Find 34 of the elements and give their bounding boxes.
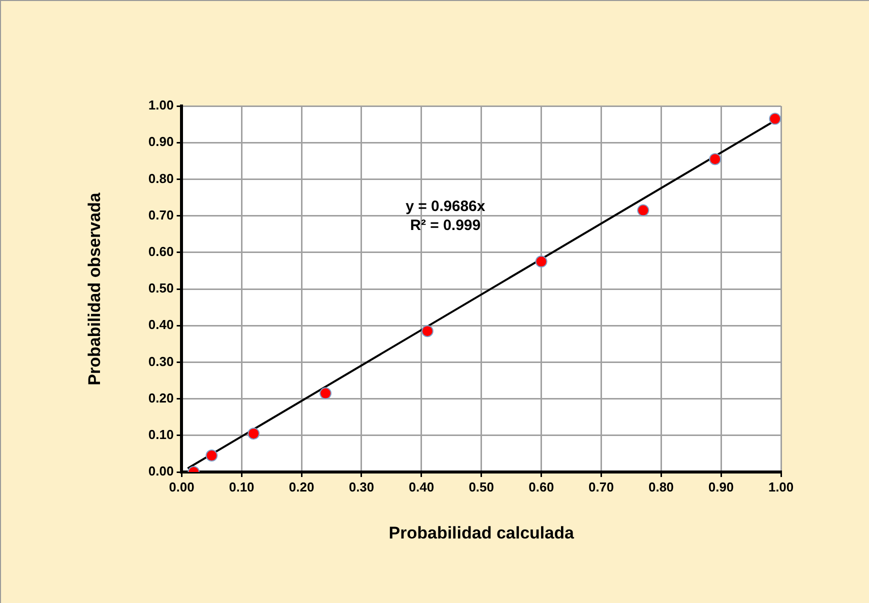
annotation: R² = 0.999 xyxy=(410,216,481,234)
x-tick-label: 0.40 xyxy=(408,479,434,494)
y-tick-label: 0.40 xyxy=(148,317,174,332)
y-tick-label: 0.50 xyxy=(148,280,174,296)
y-tick-label: 0.30 xyxy=(148,354,174,369)
y-tick-label: 0.60 xyxy=(148,244,174,259)
y-tick-label: 1.00 xyxy=(148,98,174,113)
x-tick-label: 0.00 xyxy=(169,479,194,494)
point xyxy=(320,387,332,400)
point xyxy=(206,450,218,462)
annotation: y = 0.9686x xyxy=(406,198,486,215)
point xyxy=(709,153,722,166)
y-tick-label: 0.00 xyxy=(148,464,174,479)
point xyxy=(637,204,650,216)
x-tick-label: 0.50 xyxy=(468,479,494,494)
x-tick-label: 0.30 xyxy=(348,479,374,494)
point xyxy=(248,428,260,440)
y-tick-label: 0.10 xyxy=(148,426,174,442)
y-tick-label: 0.70 xyxy=(148,207,174,222)
y-tick-label: 0.20 xyxy=(148,390,174,406)
y-tick-label: 0.90 xyxy=(148,134,174,150)
point xyxy=(535,256,548,268)
x-tick-label: 0.10 xyxy=(228,479,254,494)
y-tick-label: 0.80 xyxy=(148,170,174,186)
x-tick-label: 0.20 xyxy=(288,479,314,494)
x-tick-label: 1.00 xyxy=(768,479,794,494)
x-tick-label: 0.70 xyxy=(588,479,614,494)
x-tick-label: 0.80 xyxy=(648,479,674,494)
x-tick-label: 0.90 xyxy=(708,479,734,494)
x-axis-title: Probabilidad calculada xyxy=(388,523,574,542)
y-axis-title: Probabilidad observada xyxy=(84,192,104,386)
point xyxy=(421,325,434,338)
x-tick-label: 0.60 xyxy=(528,479,554,494)
point xyxy=(769,112,781,125)
